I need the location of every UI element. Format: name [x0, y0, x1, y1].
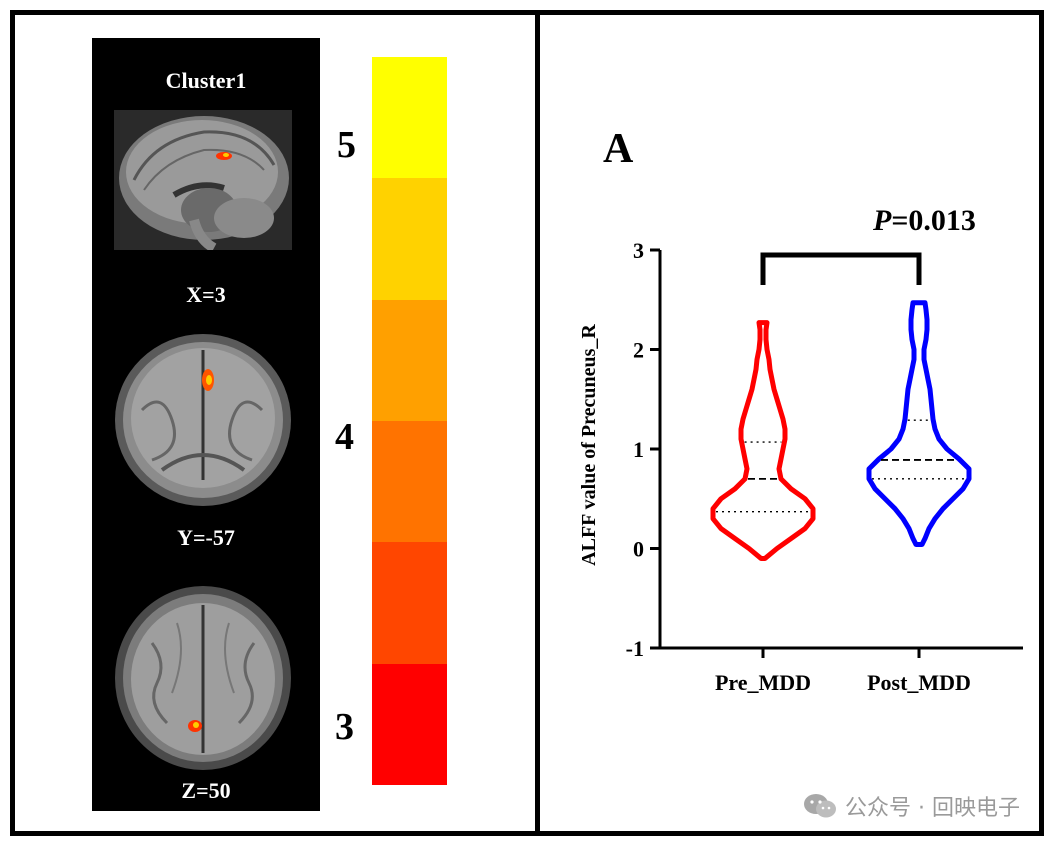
- slice-label-x: X=3: [186, 282, 226, 307]
- violin-pre-mdd: [710, 320, 816, 561]
- panel-divider: [535, 15, 540, 831]
- colorbar-tick-4: 4: [335, 416, 354, 458]
- p-value-label: P=0.013: [872, 204, 976, 237]
- slice-label-z: Z=50: [181, 778, 231, 803]
- coronal-brain-image: [115, 334, 291, 506]
- x-tick-label: Post_MDD: [867, 670, 971, 695]
- colorbar: [372, 57, 447, 785]
- brain-slices-panel: Cluster1 X=3 Y=-57: [92, 38, 320, 811]
- wechat-icon: [804, 794, 837, 818]
- axes: 3 2 1 0 -1 Pre_MDD Post_MDD: [626, 238, 1023, 695]
- colorbar-segment: [372, 299, 447, 421]
- colorbar-tick-5: 5: [337, 124, 356, 166]
- colorbar-segment: [372, 420, 447, 543]
- colorbar-segment: [372, 57, 447, 179]
- violins: [710, 300, 972, 561]
- colorbar-segment: [372, 542, 447, 664]
- watermark-text: 公众号 · 回映电子: [845, 796, 1020, 821]
- colorbar-tick-3: 3: [335, 706, 354, 748]
- slice-label-y: Y=-57: [177, 525, 235, 550]
- y-axis-label: ALFF value of Precuneus_R: [578, 324, 600, 566]
- watermark: 公众号 · 回映电子: [803, 790, 1020, 822]
- colorbar-segment: [372, 178, 447, 300]
- significance-bracket: P=0.013: [760, 204, 976, 285]
- panel-letter: A: [603, 126, 634, 172]
- bracket-line: [760, 252, 922, 285]
- y-tick-label: 0: [633, 537, 644, 562]
- y-tick-label: 2: [633, 338, 644, 363]
- axial-brain-image: [115, 586, 291, 770]
- x-tick-label: Pre_MDD: [715, 670, 811, 695]
- figure-frame: Cluster1 X=3 Y=-57: [10, 10, 1044, 836]
- cluster-title: Cluster1: [165, 68, 247, 93]
- y-tick-label: 3: [633, 238, 644, 263]
- y-tick-label: -1: [626, 636, 644, 661]
- violin-post-mdd: [866, 300, 972, 548]
- colorbar-segment: [372, 663, 447, 785]
- violin-chart: A ALFF value of Precuneus_R 3 2 1 0 -1 Pre_MD…: [578, 126, 1023, 695]
- y-tick-label: 1: [633, 437, 644, 462]
- sagittal-brain-image: [114, 110, 292, 250]
